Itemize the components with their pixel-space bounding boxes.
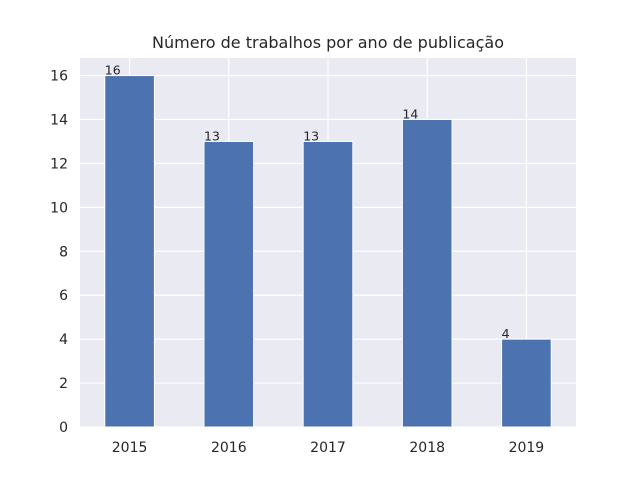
y-tick-label: 4 <box>59 332 68 348</box>
bar-2017 <box>302 140 354 428</box>
y-tick-label: 14 <box>50 113 68 129</box>
data-labels: 16 13 13 14 4 <box>105 63 510 342</box>
data-label: 4 <box>502 326 510 341</box>
y-tick-label: 6 <box>59 288 68 304</box>
data-label: 16 <box>105 63 121 78</box>
bar-2015 <box>104 75 155 428</box>
x-tick-label: 2017 <box>310 440 346 456</box>
x-tick-label: 2015 <box>112 440 148 456</box>
chart-title: Número de trabalhos por ano de publicaçã… <box>152 33 504 52</box>
x-axis-ticks: 2015 2016 2017 2018 2019 <box>112 440 544 456</box>
y-tick-label: 8 <box>59 244 68 260</box>
bar-2018 <box>401 119 453 428</box>
bar-2016 <box>203 140 255 428</box>
y-tick-label: 2 <box>59 376 68 392</box>
data-label: 13 <box>204 128 220 143</box>
x-tick-label: 2019 <box>509 440 545 456</box>
y-tick-label: 12 <box>50 156 68 172</box>
y-tick-label: 16 <box>50 69 68 85</box>
data-label: 14 <box>402 107 418 122</box>
bar-2019 <box>501 338 552 428</box>
y-tick-label: 0 <box>59 420 68 436</box>
x-tick-label: 2016 <box>211 440 247 456</box>
y-axis-ticks: 0 2 4 6 8 10 12 14 16 <box>50 69 68 436</box>
x-tick-label: 2018 <box>409 440 445 456</box>
data-label: 13 <box>303 128 319 143</box>
y-tick-label: 10 <box>50 200 68 216</box>
bars <box>104 75 552 428</box>
